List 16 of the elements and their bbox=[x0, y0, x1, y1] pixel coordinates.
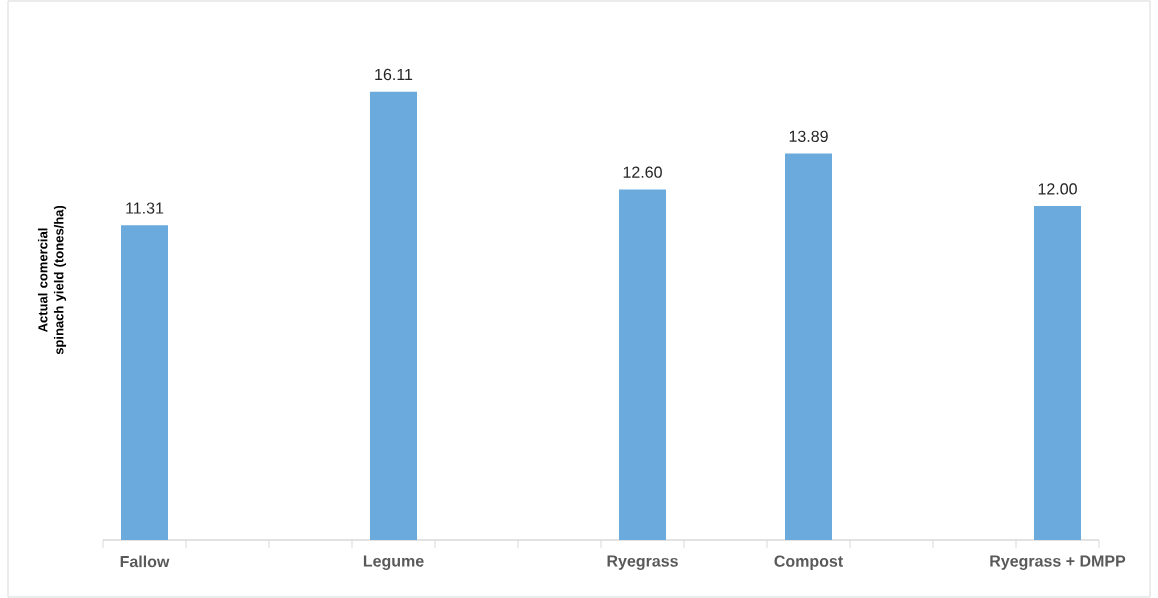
y-axis-title: Actual comercial spinach yield (tones/ha) bbox=[37, 205, 67, 355]
bar bbox=[785, 153, 833, 540]
bar bbox=[370, 91, 417, 540]
bar bbox=[619, 189, 667, 540]
data-label: 16.11 bbox=[375, 68, 413, 81]
data-label: 12.60 bbox=[623, 166, 662, 178]
x-tick-label: Fallow bbox=[120, 555, 170, 568]
data-label: 13.89 bbox=[789, 130, 828, 142]
bar bbox=[121, 225, 168, 540]
x-tick-label: Ryegrass bbox=[607, 555, 678, 570]
x-tick-label: Legume bbox=[363, 555, 424, 570]
bar bbox=[1034, 206, 1082, 540]
data-label: 11.31 bbox=[126, 202, 164, 214]
x-tick-label: Ryegrass + DMPP bbox=[990, 555, 1126, 570]
data-label: 12.00 bbox=[1038, 183, 1077, 195]
x-tick-label: Compost bbox=[774, 555, 843, 571]
